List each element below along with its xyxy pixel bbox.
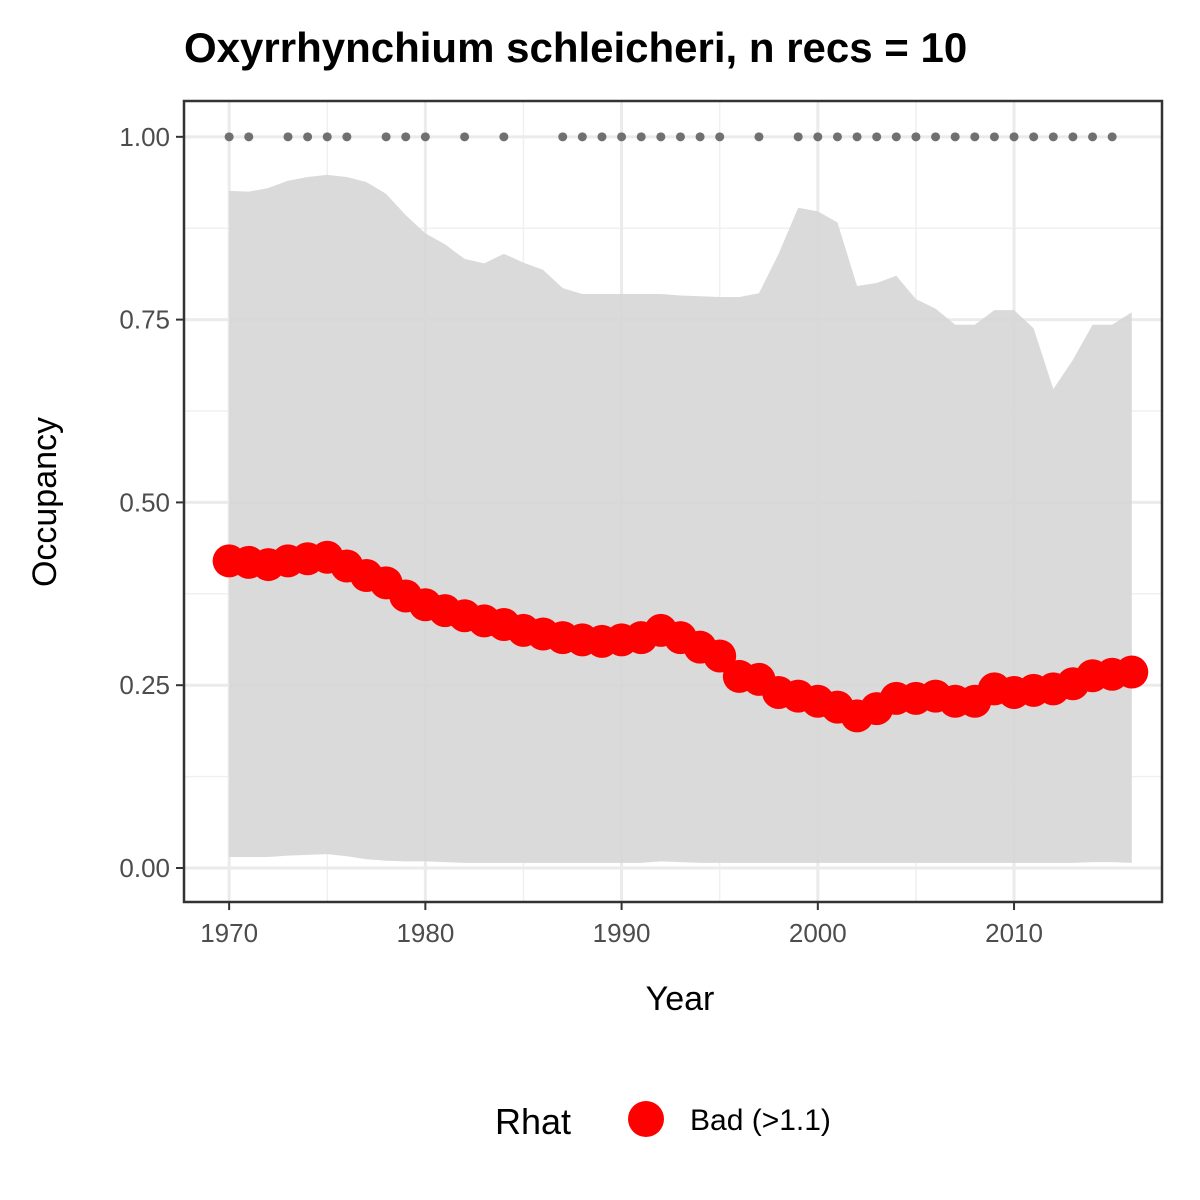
y-tick-label: 0.75: [119, 305, 170, 335]
legend-title: Rhat: [495, 1101, 571, 1142]
record-dot: [577, 132, 587, 142]
record-dot: [1009, 132, 1019, 142]
x-tick-label: 1990: [593, 918, 651, 948]
x-tick-label: 1970: [200, 918, 258, 948]
record-dot: [695, 132, 705, 142]
record-dot: [322, 132, 332, 142]
x-tick-label: 2000: [789, 918, 847, 948]
record-dot: [303, 132, 313, 142]
record-dot: [793, 132, 803, 142]
record-dot: [401, 132, 411, 142]
record-dot: [1068, 132, 1078, 142]
record-dot: [950, 132, 960, 142]
y-tick-label: 0.00: [119, 853, 170, 883]
x-tick-label: 1980: [396, 918, 454, 948]
record-dot: [1048, 132, 1058, 142]
record-dot: [715, 132, 725, 142]
point: [703, 639, 737, 673]
record-dot: [970, 132, 980, 142]
panel-border: [182, 99, 1164, 904]
record-dot: [460, 132, 470, 142]
record-dot: [224, 132, 234, 142]
record-dot: [1107, 132, 1117, 142]
record-dot: [636, 132, 646, 142]
record-dot: [832, 132, 842, 142]
record-dot: [989, 132, 999, 142]
record-dot: [675, 132, 685, 142]
record-dot: [420, 132, 430, 142]
record-dot: [754, 132, 764, 142]
y-axis-title: Occupancy: [26, 417, 64, 587]
legend-swatch: [628, 1101, 664, 1137]
y-tick-label: 1.00: [119, 122, 170, 152]
record-dot: [852, 132, 862, 142]
record-dot: [381, 132, 391, 142]
record-dot: [597, 132, 607, 142]
point: [1115, 655, 1149, 689]
legend-label: Bad (>1.1): [690, 1104, 831, 1137]
record-dot: [891, 132, 901, 142]
record-dot: [558, 132, 568, 142]
record-dot: [342, 132, 352, 142]
record-dot: [617, 132, 627, 142]
x-axis-title: Year: [646, 980, 715, 1018]
record-dot: [1088, 132, 1098, 142]
record-dot: [813, 132, 823, 142]
chart-title: Oxyrrhynchium schleicheri, n recs = 10: [184, 24, 967, 71]
record-dot: [911, 132, 921, 142]
record-dot: [283, 132, 293, 142]
y-tick-label: 0.25: [119, 670, 170, 700]
record-dot: [244, 132, 254, 142]
record-dot: [872, 132, 882, 142]
y-tick-label: 0.50: [119, 487, 170, 517]
x-tick-label: 2010: [985, 918, 1043, 948]
record-dot: [1029, 132, 1039, 142]
record-dot: [931, 132, 941, 142]
record-dot: [656, 132, 666, 142]
record-dot: [499, 132, 509, 142]
